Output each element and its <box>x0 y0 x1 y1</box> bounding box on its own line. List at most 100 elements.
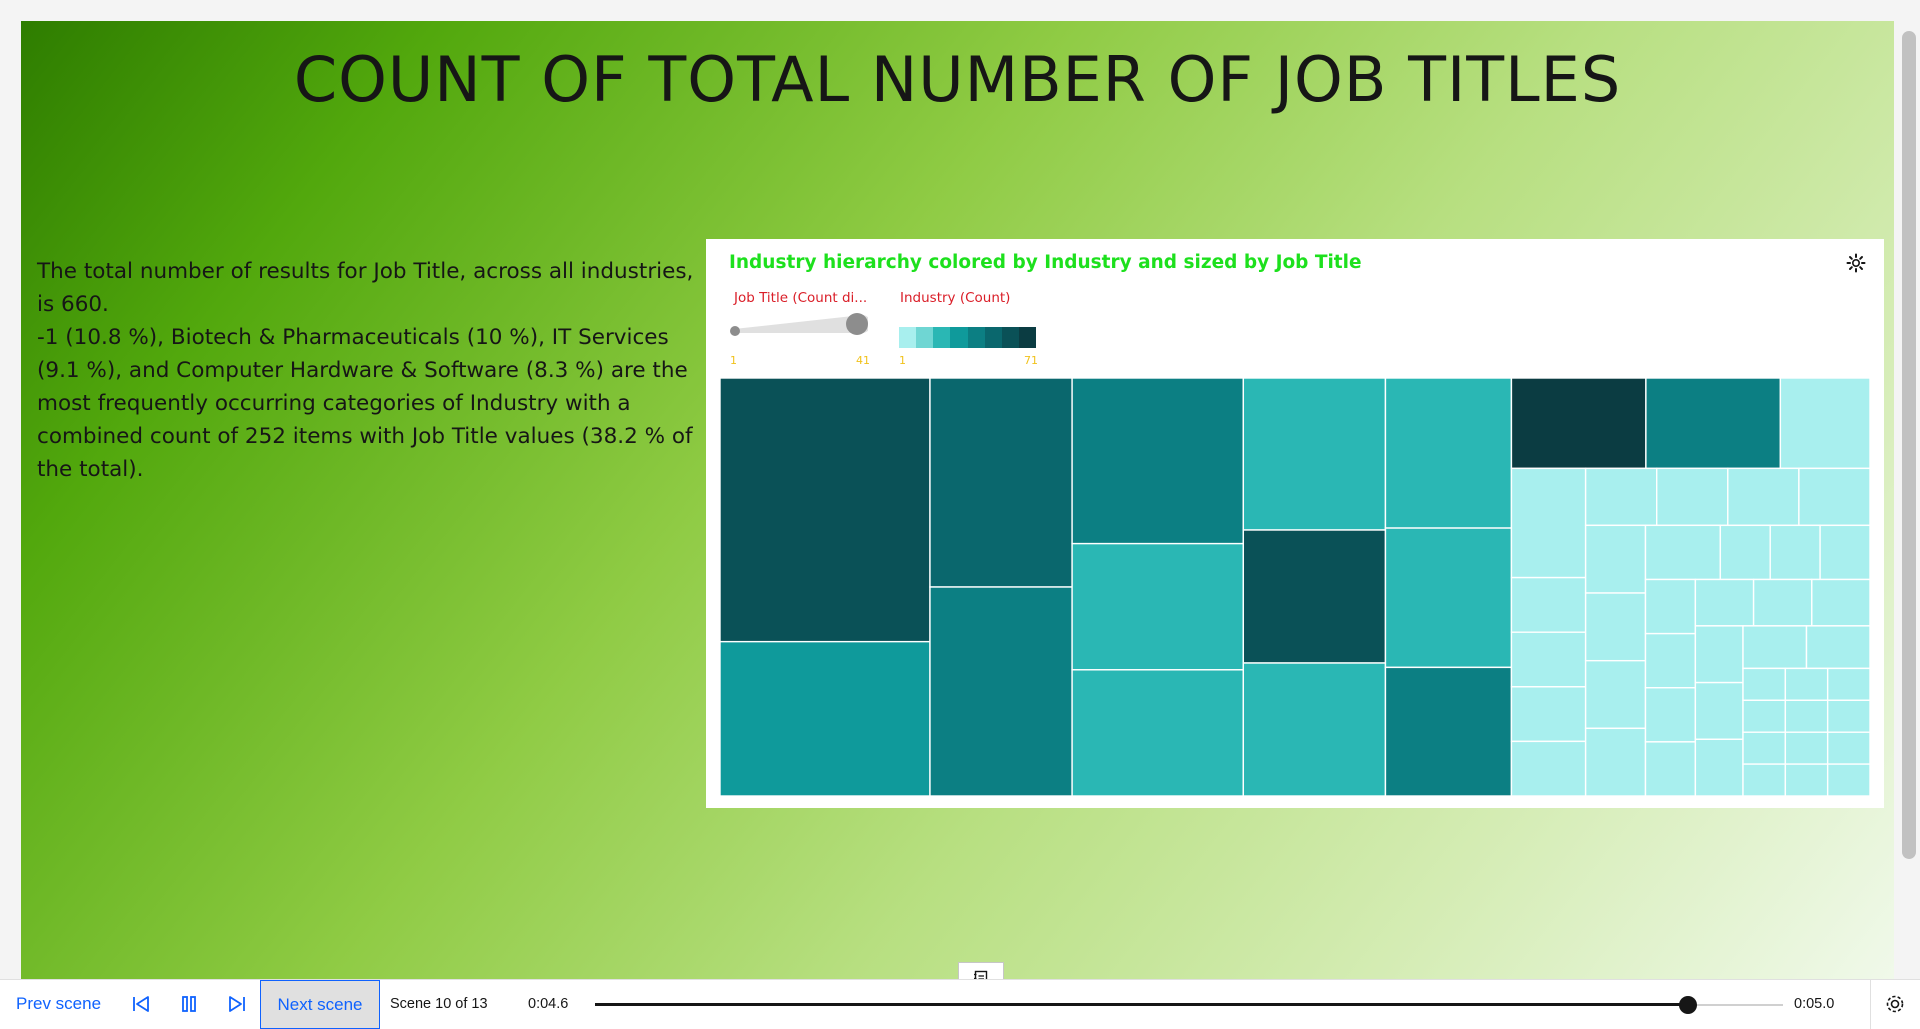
notes-button[interactable] <box>958 962 1004 979</box>
color-legend-swatch <box>1018 327 1036 348</box>
treemap-tile[interactable] <box>1819 524 1870 581</box>
timeline-track[interactable] <box>595 996 1783 1014</box>
treemap-tile[interactable] <box>1779 378 1870 470</box>
color-legend-scale <box>899 327 1036 348</box>
toolbar-divider <box>1870 980 1871 1029</box>
treemap-tile[interactable] <box>1719 524 1771 581</box>
pause-icon[interactable] <box>178 993 200 1015</box>
treemap-tile[interactable] <box>720 640 931 796</box>
treemap-tile[interactable] <box>1644 687 1697 743</box>
treemap-tile[interactable] <box>1742 731 1787 765</box>
treemap-tile[interactable] <box>1742 625 1808 670</box>
treemap-tile[interactable] <box>1742 763 1787 796</box>
total-time: 0:05.0 <box>1794 996 1835 1012</box>
skip-back-icon[interactable] <box>130 993 152 1015</box>
current-time: 0:04.6 <box>528 996 569 1012</box>
treemap-tile[interactable] <box>1510 740 1587 796</box>
size-legend-max: 41 <box>856 354 870 367</box>
treemap-tile[interactable] <box>1784 699 1829 733</box>
treemap-tile[interactable] <box>1694 625 1744 684</box>
treemap-tile[interactable] <box>1798 467 1870 527</box>
scrollbar-thumb[interactable] <box>1902 31 1916 859</box>
treemap-tile[interactable] <box>929 378 1073 588</box>
treemap-tile[interactable] <box>1644 741 1697 796</box>
color-legend-swatch <box>984 327 1002 348</box>
color-legend-swatch <box>899 327 917 348</box>
treemap-tile[interactable] <box>1769 524 1821 581</box>
treemap-tile[interactable] <box>1826 763 1870 796</box>
treemap-tile[interactable] <box>1510 467 1587 579</box>
treemap-tile[interactable] <box>1694 738 1744 796</box>
treemap-tile[interactable] <box>1742 667 1787 702</box>
treemap-tile[interactable] <box>1384 527 1513 669</box>
treemap-tile[interactable] <box>1510 686 1587 743</box>
treemap-tile[interactable] <box>1645 378 1782 470</box>
treemap-tile[interactable] <box>1694 681 1744 740</box>
treemap-tile[interactable] <box>1727 467 1800 527</box>
skip-forward-icon[interactable] <box>226 993 248 1015</box>
scene-title: COUNT OF TOTAL NUMBER OF JOB TITLES <box>293 43 1622 116</box>
treemap-tile[interactable] <box>1826 667 1870 702</box>
size-legend-label: Job Title (Count di... <box>734 290 868 306</box>
color-legend-min: 1 <box>899 354 906 367</box>
treemap-tile[interactable] <box>1071 542 1245 671</box>
color-legend-label: Industry (Count) <box>900 290 1011 306</box>
page-scrollbar[interactable] <box>1898 21 1920 979</box>
treemap-tile[interactable] <box>1644 524 1722 581</box>
treemap-tile[interactable] <box>1584 727 1647 796</box>
color-legend-swatch <box>916 327 934 348</box>
color-legend-swatch <box>933 327 951 348</box>
treemap-tile[interactable] <box>1784 763 1829 796</box>
color-legend-max: 71 <box>1024 354 1038 367</box>
treemap-tile[interactable] <box>1584 524 1647 594</box>
treemap-tile[interactable] <box>1784 667 1829 702</box>
chart-title: Industry hierarchy colored by Industry a… <box>729 252 1362 273</box>
size-legend-min: 1 <box>730 354 737 367</box>
treemap-tile[interactable] <box>1242 529 1387 664</box>
treemap-tile[interactable] <box>720 378 931 643</box>
treemap-tile[interactable] <box>1752 578 1813 627</box>
treemap-chart <box>720 378 1870 796</box>
treemap-tile[interactable] <box>1510 631 1587 688</box>
next-scene-button[interactable]: Next scene <box>260 980 380 1029</box>
treemap-tile[interactable] <box>1784 731 1829 765</box>
treemap-tile[interactable] <box>1805 625 1870 670</box>
color-legend-swatch <box>1001 327 1019 348</box>
treemap-tile[interactable] <box>1242 378 1387 531</box>
treemap-tile[interactable] <box>1384 378 1513 529</box>
scene-counter: Scene 10 of 13 <box>390 996 488 1012</box>
settings-gear-icon[interactable] <box>1884 993 1906 1015</box>
treemap-tile[interactable] <box>1584 592 1647 662</box>
notes-icon <box>974 970 988 979</box>
timeline-handle[interactable] <box>1678 996 1697 1014</box>
treemap-tile[interactable] <box>1644 578 1697 635</box>
treemap-tile[interactable] <box>929 586 1073 796</box>
treemap-tile[interactable] <box>1826 731 1870 765</box>
timeline-progress <box>595 1003 1688 1006</box>
treemap-tile[interactable] <box>1510 378 1647 470</box>
treemap-tile[interactable] <box>1826 699 1870 733</box>
treemap-tile[interactable] <box>1811 578 1870 627</box>
summary-total: The total number of results for Job Titl… <box>37 259 694 317</box>
treemap-tile[interactable] <box>1510 576 1587 633</box>
color-legend-swatch <box>950 327 968 348</box>
size-legend-slider <box>730 313 868 336</box>
treemap-tile[interactable] <box>1584 467 1658 527</box>
treemap-tile[interactable] <box>1242 662 1387 796</box>
treemap-tile[interactable] <box>1742 699 1787 733</box>
color-legend-swatch <box>967 327 985 348</box>
scene-canvas: COUNT OF TOTAL NUMBER OF JOB TITLES The … <box>21 21 1894 979</box>
treemap-card: Industry hierarchy colored by Industry a… <box>706 239 1884 808</box>
insight-summary: The total number of results for Job Titl… <box>37 255 702 486</box>
treemap-tile[interactable] <box>1384 666 1513 796</box>
treemap-tile[interactable] <box>1694 578 1755 627</box>
treemap-tile[interactable] <box>1584 659 1647 730</box>
scene-player-toolbar: Prev scene Next scene Scene 10 of 13 0:0… <box>0 979 1920 1029</box>
prev-scene-button[interactable]: Prev scene <box>16 994 102 1013</box>
summary-top-categories: -1 (10.8 %), Biotech & Pharmaceuticals (… <box>37 325 693 482</box>
gear-icon[interactable] <box>1846 253 1866 273</box>
treemap-tile[interactable] <box>1656 467 1729 527</box>
treemap-tile[interactable] <box>1071 669 1245 796</box>
treemap-tile[interactable] <box>1644 632 1697 689</box>
treemap-tile[interactable] <box>1071 378 1245 545</box>
